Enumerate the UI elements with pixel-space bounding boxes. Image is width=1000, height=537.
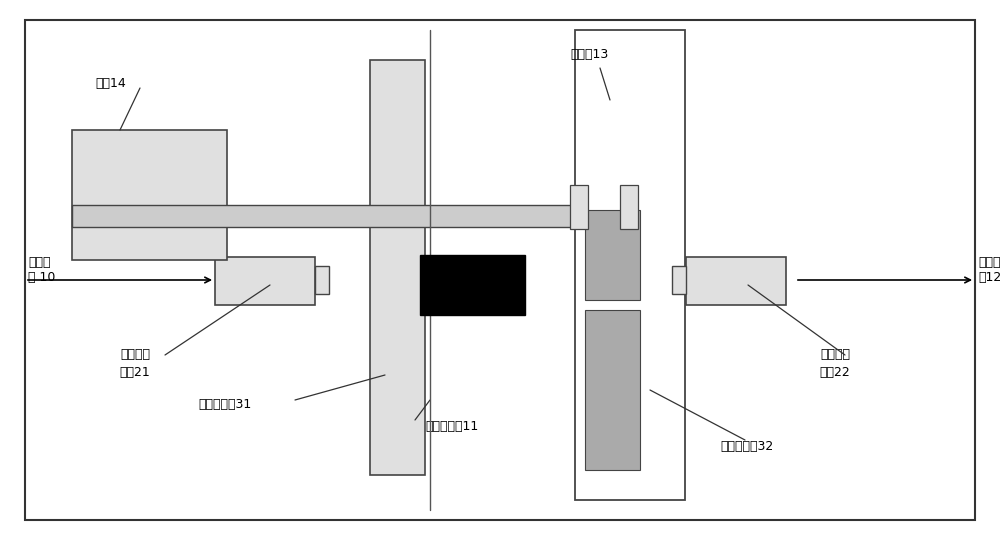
Bar [215, 257, 315, 305]
Text: 直器21: 直器21 [120, 366, 150, 379]
Text: 空间光通路11: 空间光通路11 [425, 420, 478, 433]
Text: 传送带13: 传送带13 [570, 48, 608, 61]
Text: 光输入
口 10: 光输入 口 10 [28, 256, 55, 284]
Bar [72, 205, 615, 227]
Bar [585, 310, 640, 470]
Bar [370, 60, 425, 475]
Text: 电机14: 电机14 [95, 77, 126, 90]
Bar [315, 266, 329, 294]
Text: 第二滤光片32: 第二滤光片32 [720, 440, 773, 453]
Bar [620, 185, 638, 229]
Bar [570, 185, 588, 229]
Text: 第一光准: 第一光准 [120, 348, 150, 361]
Bar [575, 30, 685, 500]
Text: 第一滤光片31: 第一滤光片31 [198, 398, 252, 411]
Bar [672, 266, 686, 294]
Bar [420, 255, 525, 315]
Bar [585, 210, 640, 300]
Bar [72, 130, 227, 260]
Text: 光输出
口12: 光输出 口12 [978, 256, 1000, 284]
Bar [686, 257, 786, 305]
Text: 第二光准: 第二光准 [820, 348, 850, 361]
Text: 直器22: 直器22 [820, 366, 850, 379]
